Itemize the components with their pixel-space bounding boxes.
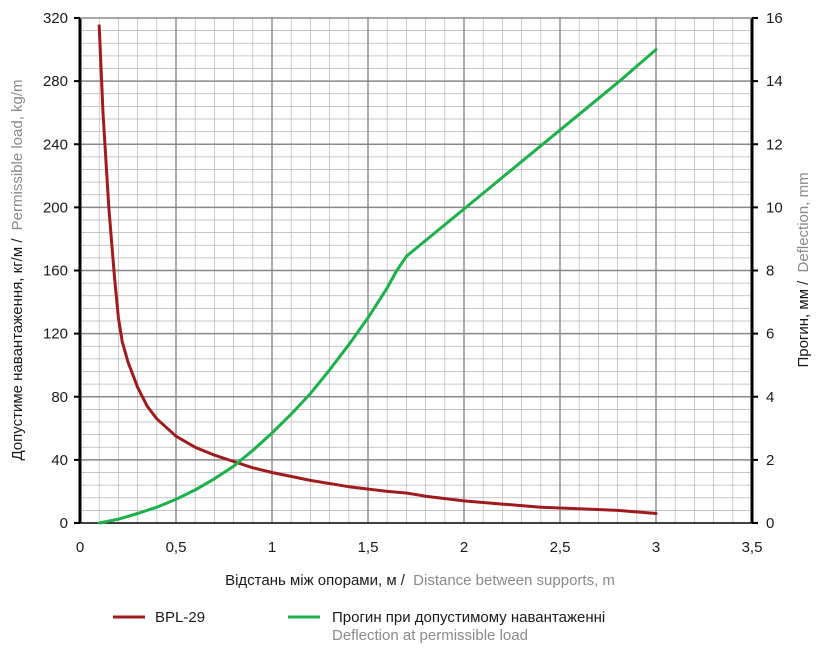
legend: BPL-29 Прогин при допустимому навантажен…	[113, 609, 605, 644]
y-right-tick-label: 2	[766, 452, 774, 469]
y-axis-left-title-ua: Допустиме навантаження, кг/м /	[9, 238, 26, 461]
y-axis-left-title-en: Permissible load, kg/m	[9, 79, 26, 230]
y-right-tick-label: 16	[766, 10, 783, 27]
y-left-tick-label: 200	[43, 199, 68, 216]
y-right-tick-label: 10	[766, 199, 783, 216]
y-right-tick-label: 6	[766, 326, 774, 343]
y-left-tick-label: 240	[43, 136, 68, 153]
y-right-tick-label: 0	[766, 515, 774, 532]
y-right-tick-label: 12	[766, 136, 783, 153]
x-tick-label: 0	[76, 539, 84, 556]
series-layer	[97, 24, 658, 525]
y-axis-right-title-en: Deflection, mm	[795, 172, 812, 272]
x-tick-label: 0,5	[166, 539, 187, 556]
x-tick-label: 3,5	[742, 539, 763, 556]
y-right-tick-label: 4	[766, 389, 774, 406]
x-tick-label: 1	[268, 539, 276, 556]
x-tick-label: 3	[652, 539, 660, 556]
axes	[74, 17, 758, 524]
y-axis-right-title-ua: Прогин, мм /	[795, 280, 812, 368]
series-line-bpl29	[97, 24, 658, 515]
y-left-tick-label: 280	[43, 73, 68, 90]
y-left-tick-label: 320	[43, 10, 68, 27]
legend-label-deflection-en: Deflection at permissible load	[332, 627, 528, 644]
y-left-tick-label: 0	[60, 515, 68, 532]
y-axis-right-title: Прогин, мм / Deflection, mm	[795, 172, 812, 367]
grid-major	[80, 18, 752, 523]
y-left-tick-label: 120	[43, 326, 68, 343]
y-left-tick-label: 40	[51, 452, 68, 469]
y-left-tick-label: 160	[43, 263, 68, 280]
series-line-deflection	[97, 48, 658, 525]
y-right-tick-label: 14	[766, 73, 783, 90]
x-tick-label: 2	[460, 539, 468, 556]
x-axis-title-en: Distance between supports, m	[413, 572, 615, 589]
x-tick-label: 1,5	[358, 539, 379, 556]
x-tick-label: 2,5	[550, 539, 571, 556]
y-axis-left-title: Допустиме навантаження, кг/м / Permissib…	[9, 79, 26, 460]
legend-label-deflection: Прогин при допустимому навантаженні	[332, 609, 605, 626]
legend-label-bpl29: BPL-29	[155, 609, 205, 626]
y-right-tick-label: 8	[766, 263, 774, 280]
x-axis-title: Відстань між опорами, м / Distance betwe…	[225, 572, 615, 589]
x-axis-title-ua: Відстань між опорами, м /	[225, 572, 406, 589]
y-left-tick-label: 80	[51, 389, 68, 406]
